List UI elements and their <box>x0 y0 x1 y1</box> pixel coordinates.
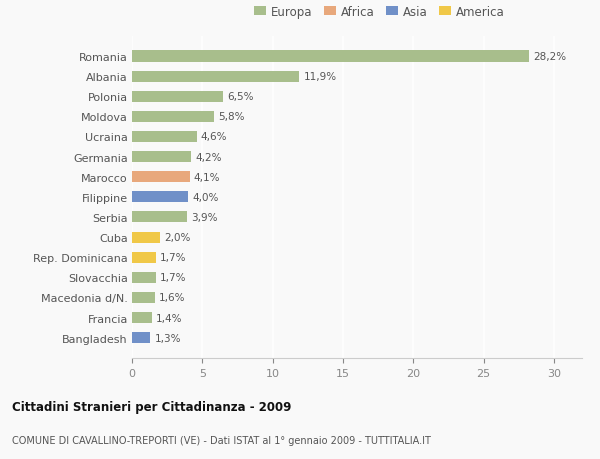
Bar <box>132 232 160 243</box>
Text: 28,2%: 28,2% <box>533 52 566 62</box>
Bar <box>132 292 155 303</box>
Bar <box>132 112 214 123</box>
Text: 4,1%: 4,1% <box>194 172 220 182</box>
Text: 1,3%: 1,3% <box>155 333 181 343</box>
Bar <box>132 192 188 203</box>
Bar <box>132 252 156 263</box>
Bar <box>132 91 223 102</box>
Text: 1,6%: 1,6% <box>159 293 185 303</box>
Text: Cittadini Stranieri per Cittadinanza - 2009: Cittadini Stranieri per Cittadinanza - 2… <box>12 400 292 413</box>
Bar <box>132 212 187 223</box>
Text: 4,2%: 4,2% <box>195 152 222 162</box>
Text: 11,9%: 11,9% <box>304 72 337 82</box>
Text: COMUNE DI CAVALLINO-TREPORTI (VE) - Dati ISTAT al 1° gennaio 2009 - TUTTITALIA.I: COMUNE DI CAVALLINO-TREPORTI (VE) - Dati… <box>12 435 431 445</box>
Text: 1,4%: 1,4% <box>156 313 182 323</box>
Text: 5,8%: 5,8% <box>218 112 244 122</box>
Bar <box>132 332 150 343</box>
Text: 1,7%: 1,7% <box>160 273 187 283</box>
Bar <box>132 172 190 183</box>
Text: 1,7%: 1,7% <box>160 252 187 263</box>
Text: 3,9%: 3,9% <box>191 213 218 223</box>
Bar <box>132 151 191 163</box>
Text: 6,5%: 6,5% <box>227 92 254 102</box>
Text: 4,0%: 4,0% <box>193 192 219 202</box>
Bar <box>132 312 152 323</box>
Bar <box>132 272 156 283</box>
Text: 4,6%: 4,6% <box>201 132 227 142</box>
Bar <box>132 51 529 62</box>
Text: 2,0%: 2,0% <box>164 233 191 242</box>
Bar <box>132 132 197 143</box>
Bar <box>132 72 299 83</box>
Legend: Europa, Africa, Asia, America: Europa, Africa, Asia, America <box>250 1 509 23</box>
